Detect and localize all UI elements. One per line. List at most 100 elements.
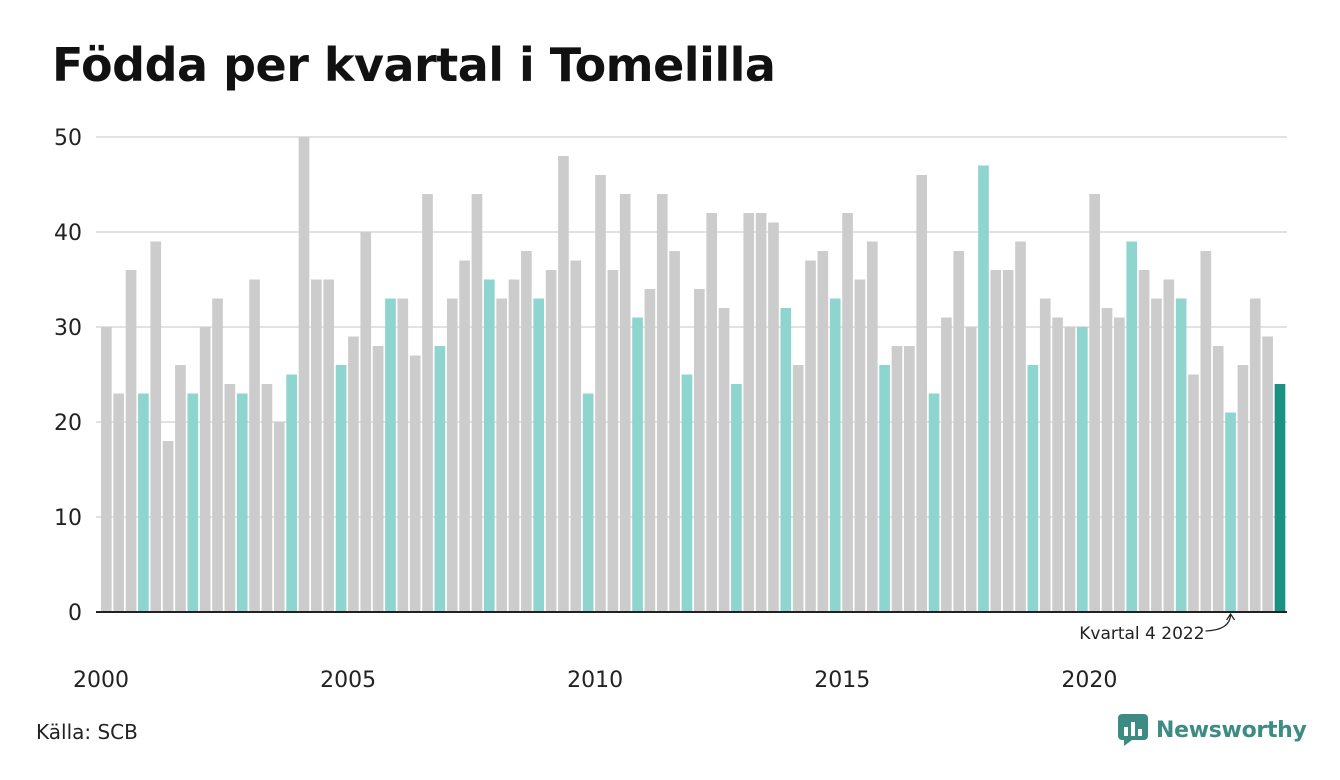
bar xyxy=(558,156,569,612)
bar xyxy=(644,289,656,612)
bar xyxy=(1151,298,1162,612)
bar xyxy=(385,298,396,612)
y-tick-label: 0 xyxy=(68,601,82,626)
x-tick-label: 2015 xyxy=(814,668,870,693)
bar xyxy=(718,308,730,612)
bar xyxy=(1225,412,1236,612)
bar xyxy=(273,422,285,612)
x-tick-label: 2005 xyxy=(320,668,376,693)
bar xyxy=(1052,317,1063,612)
bar xyxy=(496,298,507,612)
bar xyxy=(446,298,458,612)
bar xyxy=(1262,336,1273,612)
bar xyxy=(224,384,236,612)
bar xyxy=(854,279,866,612)
bar xyxy=(533,298,545,612)
bar xyxy=(990,270,1002,612)
bar xyxy=(101,327,112,612)
y-tick-label: 10 xyxy=(54,506,82,531)
annotation-arrowhead xyxy=(1226,612,1236,621)
bar xyxy=(298,137,310,612)
bar xyxy=(311,279,322,612)
bar xyxy=(422,194,433,612)
bar xyxy=(743,213,755,612)
bar xyxy=(656,194,668,612)
bar xyxy=(1212,346,1224,612)
bar xyxy=(978,165,989,612)
bar xyxy=(1249,298,1261,612)
bar xyxy=(335,365,347,612)
bar xyxy=(1274,384,1286,612)
bar xyxy=(866,241,878,612)
bar xyxy=(1237,365,1249,612)
bar xyxy=(595,175,606,612)
bar xyxy=(582,393,594,612)
bar xyxy=(731,384,742,612)
bar xyxy=(1138,270,1150,612)
x-tick-label: 2010 xyxy=(567,668,623,693)
bar xyxy=(941,317,952,612)
bar xyxy=(323,279,335,612)
bar xyxy=(879,365,890,612)
bar xyxy=(175,365,186,612)
annotation-label: Kvartal 4 2022 xyxy=(1079,624,1204,644)
bar xyxy=(1015,241,1026,612)
bar xyxy=(150,241,162,612)
bar xyxy=(965,327,977,612)
bar xyxy=(904,346,915,612)
bar xyxy=(632,317,643,612)
bar xyxy=(1114,317,1125,612)
bar xyxy=(471,194,483,612)
bar xyxy=(212,298,223,612)
bar xyxy=(397,298,409,612)
bar xyxy=(1064,327,1076,612)
bar xyxy=(694,289,705,612)
bar xyxy=(249,279,260,612)
bar xyxy=(829,298,841,612)
y-tick-label: 20 xyxy=(54,411,82,436)
bars xyxy=(101,137,1286,612)
bar xyxy=(1126,241,1138,612)
bar xyxy=(805,260,816,612)
bar xyxy=(1175,298,1187,612)
brand-name: Newsworthy xyxy=(1156,717,1307,743)
bar xyxy=(199,327,211,612)
bar xyxy=(928,393,940,612)
bar xyxy=(521,251,532,612)
bar xyxy=(125,270,137,612)
bar xyxy=(508,279,520,612)
annotation-arrow xyxy=(1205,613,1232,632)
bar xyxy=(1163,279,1175,612)
bar xyxy=(286,374,297,612)
bar xyxy=(1188,374,1199,612)
y-tick-label: 30 xyxy=(54,316,82,341)
bar xyxy=(1101,308,1113,612)
bar xyxy=(348,336,359,612)
x-axis-ticks: 2000 2005 2010 2015 2020 xyxy=(73,668,1117,693)
y-axis-ticks: 0 10 20 30 40 50 xyxy=(54,126,82,626)
y-tick-label: 40 xyxy=(54,221,82,246)
x-tick-label: 2000 xyxy=(73,668,129,693)
newsworthy-chart-icon xyxy=(1118,714,1148,746)
bar xyxy=(607,270,619,612)
bar xyxy=(1089,194,1100,612)
bar xyxy=(1027,365,1039,612)
bar xyxy=(434,346,446,612)
bar xyxy=(916,175,928,612)
bar xyxy=(792,365,804,612)
bar xyxy=(162,441,174,612)
bar xyxy=(706,213,717,612)
bar xyxy=(372,346,384,612)
bar xyxy=(953,251,965,612)
x-tick-label: 2020 xyxy=(1061,668,1117,693)
bar xyxy=(842,213,853,612)
bar xyxy=(138,393,149,612)
y-tick-label: 50 xyxy=(54,126,82,151)
bar xyxy=(261,384,273,612)
bar xyxy=(817,251,829,612)
bar xyxy=(236,393,248,612)
bar xyxy=(113,393,124,612)
bar xyxy=(669,251,680,612)
bar xyxy=(619,194,631,612)
